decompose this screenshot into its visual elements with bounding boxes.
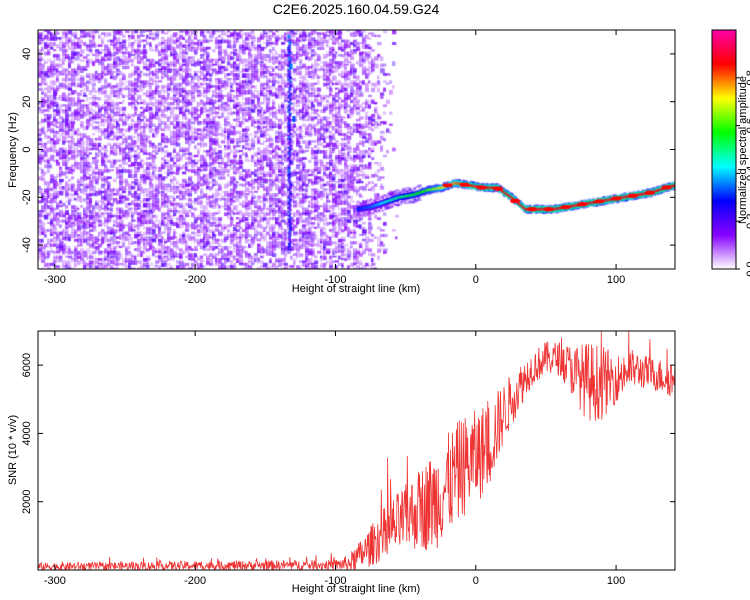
spectrogram-x-axis-label: Height of straight line (km): [292, 283, 420, 295]
colorbar: 0.0 0.2 0.4 0.6 0.8 Normalized spectral ampl…: [711, 29, 750, 277]
spectrogram-y-axis-label: Frequency (Hz): [7, 112, 19, 188]
x-tick-label: 0: [473, 575, 479, 587]
colorbar-frame: [711, 29, 737, 270]
colorbar-tick-label: 0.4: [745, 166, 750, 181]
colorbar-tick-label: 0.6: [745, 118, 750, 133]
x-tick-label: -100: [324, 274, 346, 286]
x-tick-label: -100: [324, 575, 346, 587]
snr-frame: [37, 330, 676, 571]
spectrogram-x-ticks: -300 -200 -100 0 100: [44, 30, 625, 286]
y-tick-label: 2000: [21, 489, 33, 513]
x-tick-label: -200: [184, 274, 206, 286]
x-tick-label: 100: [607, 575, 625, 587]
colorbar-label: Normalized spectral amplitude: [737, 76, 749, 224]
x-tick-label: -300: [44, 575, 66, 587]
colorbar-tick-label: 0.8: [745, 70, 750, 85]
x-tick-label: 0: [473, 274, 479, 286]
snr-background: [38, 331, 675, 570]
y-tick-label: -20: [21, 189, 33, 205]
spectrogram-heatmap: [38, 30, 675, 269]
snr-panel: -300 -200 -100 0 100 2000 4000 6000 Height of …: [7, 330, 676, 595]
y-tick-label: 20: [21, 96, 33, 108]
colorbar-gradient: [712, 30, 736, 269]
y-tick-label: 40: [21, 48, 33, 60]
spectrogram-y-ticks: -40 -20 0 20 40: [21, 48, 675, 253]
y-tick-label: -40: [21, 237, 33, 253]
colorbar-tick-label: 0.2: [745, 214, 750, 229]
x-tick-label: -200: [184, 575, 206, 587]
snr-series-line: [38, 331, 675, 570]
snr-x-axis-label: Height of straight line (km): [292, 583, 420, 595]
x-tick-label: -300: [44, 274, 66, 286]
y-tick-label: 4000: [21, 421, 33, 445]
y-tick-label: 0: [21, 146, 33, 152]
snr-y-axis-label: SNR (10 * v/v): [7, 415, 19, 485]
y-tick-label: 6000: [21, 353, 33, 377]
snr-y-ticks: 2000 4000 6000: [21, 353, 675, 514]
figure-title: C2E6.2025.160.04.59.G24: [273, 1, 440, 17]
snr-x-ticks: -300 -200 -100 0 100: [44, 331, 625, 587]
colorbar-tick-label: 0.0: [745, 261, 750, 276]
spectrogram-image-wrapper: [38, 30, 675, 269]
x-tick-label: 100: [607, 274, 625, 286]
colorbar-ticks: 0.0 0.2 0.4 0.6 0.8: [736, 70, 750, 277]
